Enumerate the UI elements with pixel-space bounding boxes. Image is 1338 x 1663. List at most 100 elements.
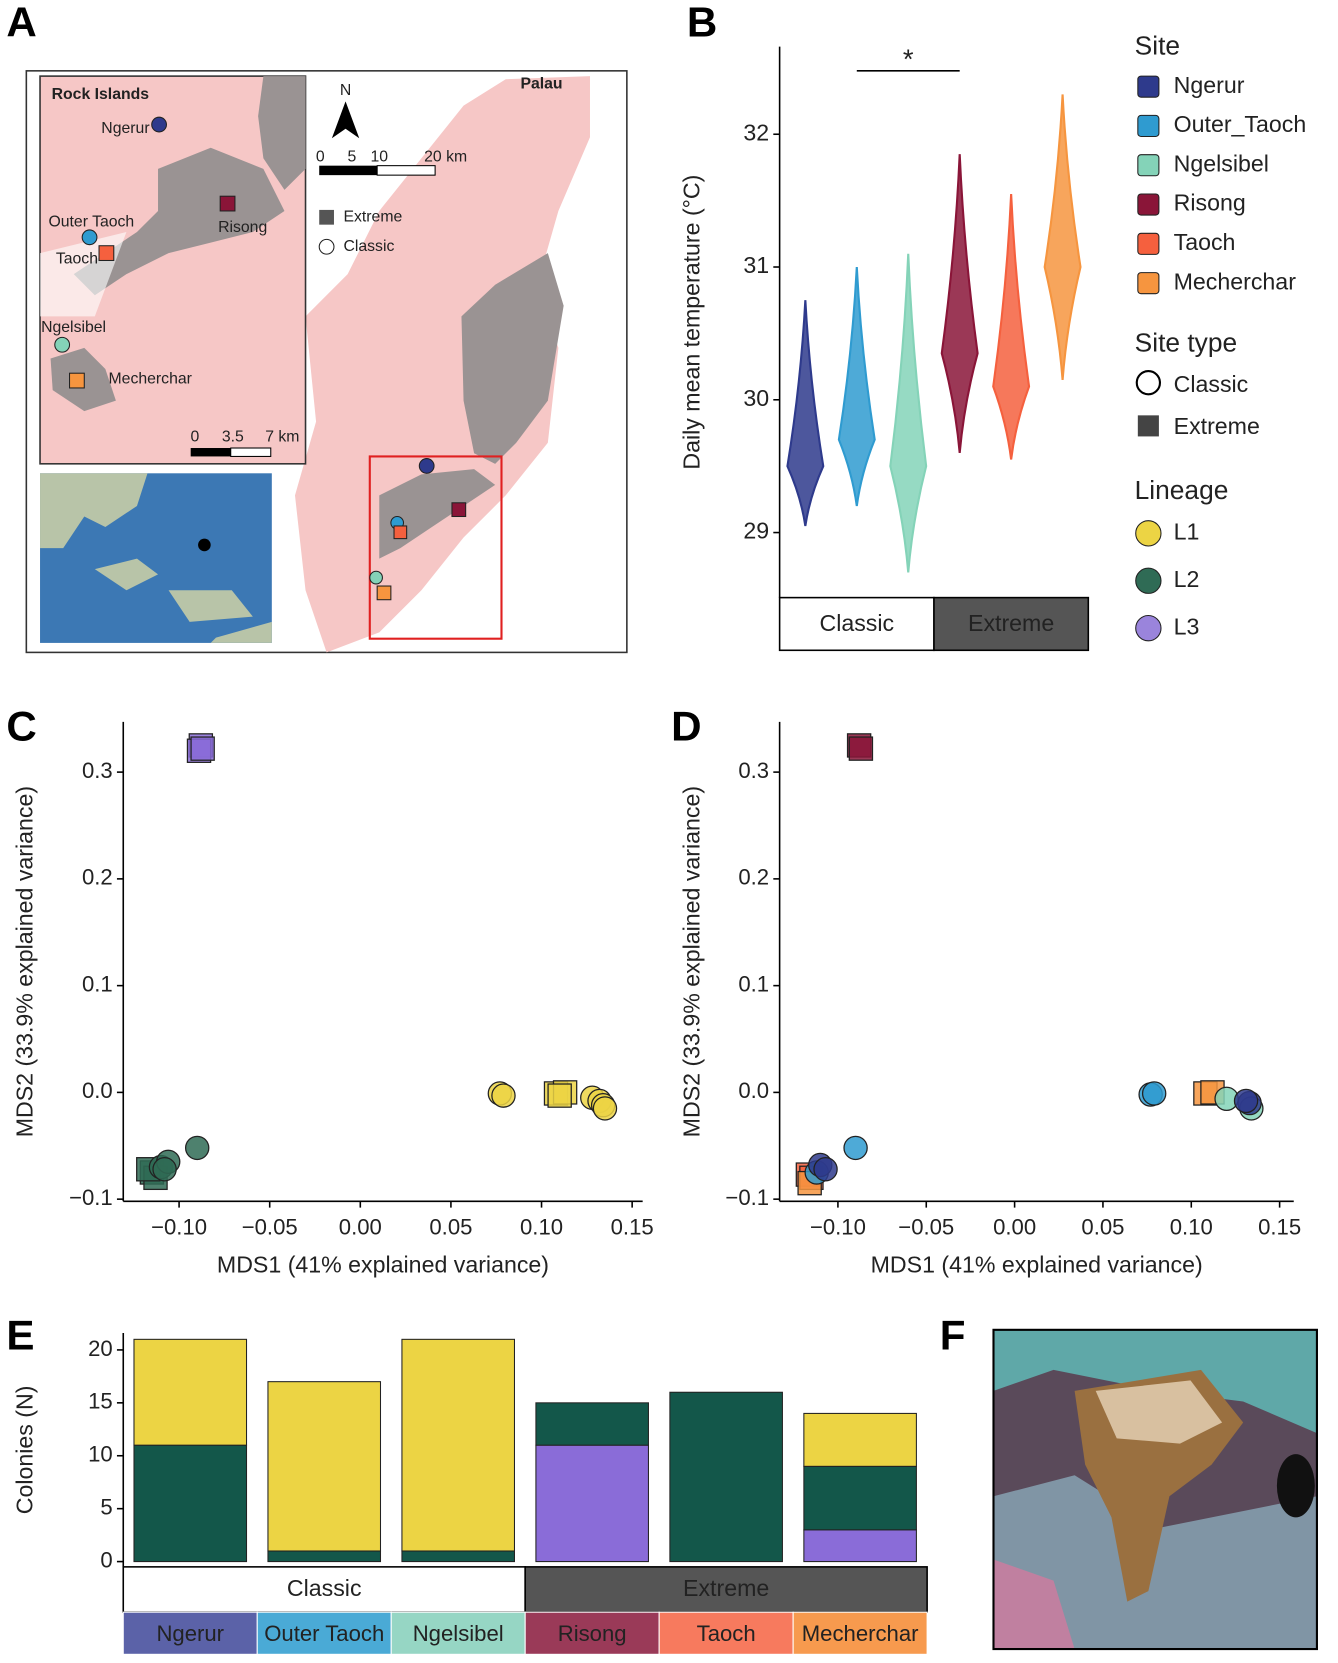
x-tick-label: 0.10 xyxy=(1170,1215,1213,1240)
x-tick-label: −0.10 xyxy=(151,1215,207,1240)
legend-label: L3 xyxy=(1174,613,1200,639)
y-tick-label: 0.1 xyxy=(738,971,769,996)
x-tick-label: Risong xyxy=(558,1621,627,1646)
y-tick-label: 0.0 xyxy=(82,1078,113,1103)
y-tick-label: 10 xyxy=(88,1442,113,1467)
violin xyxy=(839,267,875,506)
north-label: N xyxy=(340,82,351,99)
y-tick-label: 30 xyxy=(743,385,769,411)
legend-title: Site type xyxy=(1135,328,1237,358)
x-tick-label: −0.05 xyxy=(242,1215,298,1240)
site-marker xyxy=(70,373,85,388)
bar-segment xyxy=(268,1551,381,1562)
bar-segment xyxy=(268,1382,381,1551)
legend-key xyxy=(1138,115,1159,136)
bar-segment xyxy=(134,1339,247,1445)
y-tick-label: 29 xyxy=(743,518,769,544)
legend-key xyxy=(1138,273,1159,294)
point xyxy=(1143,1082,1166,1105)
point xyxy=(153,1158,176,1181)
x-tick-label: Mecherchar xyxy=(802,1621,919,1646)
panel-label: E xyxy=(6,1311,34,1358)
site-label: Ngerur xyxy=(101,120,149,137)
group-label: Extreme xyxy=(683,1575,769,1601)
bar-segment xyxy=(670,1392,783,1561)
site-marker xyxy=(370,571,383,584)
y-tick-label: 0.2 xyxy=(738,865,769,890)
scale-label: 10 xyxy=(370,148,388,165)
legend-label: L1 xyxy=(1174,518,1200,544)
bar-segment xyxy=(536,1403,649,1445)
panel-label: B xyxy=(687,0,717,46)
x-tick-label: Ngelsibel xyxy=(413,1621,504,1646)
point xyxy=(548,1084,571,1107)
site-marker xyxy=(82,230,97,245)
legend-key xyxy=(1138,233,1159,254)
group-label: Classic xyxy=(287,1575,362,1601)
x-tick-label: 0.05 xyxy=(1081,1215,1124,1240)
point xyxy=(593,1097,616,1120)
fish xyxy=(1277,1454,1315,1517)
x-tick-label: 0.05 xyxy=(429,1215,472,1240)
panel-label: F xyxy=(940,1311,966,1358)
legend-label: Extreme xyxy=(343,208,402,225)
y-tick-label: 15 xyxy=(88,1389,113,1414)
point xyxy=(814,1158,837,1181)
legend-label: Taoch xyxy=(1174,229,1236,255)
scale-bar xyxy=(377,166,435,175)
inset-title: Rock Islands xyxy=(52,86,150,103)
violin xyxy=(993,194,1029,460)
panel-label: C xyxy=(6,702,36,749)
scale-bar xyxy=(231,448,271,456)
violin xyxy=(942,154,978,453)
scale-label: 20 km xyxy=(424,148,467,165)
point xyxy=(191,737,214,760)
site-label: Taoch xyxy=(56,251,98,268)
legend-key xyxy=(1138,76,1159,97)
x-tick-label: Outer Taoch xyxy=(264,1621,384,1646)
site-marker xyxy=(55,337,70,352)
y-tick-label: 0.1 xyxy=(82,971,113,996)
facet-label: Extreme xyxy=(968,610,1054,636)
x-tick-label: 0.15 xyxy=(1258,1215,1301,1240)
bar-segment xyxy=(804,1413,917,1466)
site-marker xyxy=(394,526,407,539)
site-label: Mecherchar xyxy=(109,371,192,388)
scale-bar xyxy=(191,448,231,456)
legend-key xyxy=(1138,194,1159,215)
legend-key xyxy=(1137,371,1160,394)
map: Palau N 0 5 10 20 km Extreme Classic Roc… xyxy=(26,71,627,653)
y-axis-label: MDS2 (33.9% explained variance) xyxy=(678,786,704,1137)
figure: A B C D E F Palau N 0 5 10 20 km Extreme… xyxy=(0,0,1338,1663)
legend-title: Site xyxy=(1135,31,1180,61)
y-tick-label: −0.1 xyxy=(725,1185,769,1210)
site-marker xyxy=(377,586,391,600)
photo xyxy=(993,1330,1316,1649)
bar-segment xyxy=(402,1339,515,1551)
significance-label: * xyxy=(903,44,914,75)
y-tick-label: 0.3 xyxy=(738,758,769,783)
y-tick-label: 0.0 xyxy=(738,1078,769,1103)
legend-label: Risong xyxy=(1174,190,1246,216)
violin xyxy=(890,254,926,573)
scale-label: 0 xyxy=(191,429,200,446)
y-tick-label: 0 xyxy=(100,1547,112,1572)
legend-key xyxy=(1136,568,1161,593)
bar-segment xyxy=(134,1445,247,1561)
legend-label: Ngerur xyxy=(1174,72,1245,98)
panel-label: A xyxy=(6,0,36,46)
legend-key xyxy=(1136,521,1161,546)
point xyxy=(186,1136,209,1159)
point xyxy=(1234,1089,1257,1112)
x-tick-label: 0.15 xyxy=(611,1215,654,1240)
bar-segment xyxy=(804,1530,917,1562)
point xyxy=(492,1084,515,1107)
x-tick-label: −0.05 xyxy=(898,1215,954,1240)
y-tick-label: −0.1 xyxy=(69,1185,113,1210)
site-label: Ngelsibel xyxy=(41,319,106,336)
site-marker xyxy=(419,459,434,474)
location-marker xyxy=(198,539,211,552)
legend-key xyxy=(319,210,334,225)
scale-bar xyxy=(319,166,377,175)
y-tick-label: 5 xyxy=(100,1495,112,1520)
